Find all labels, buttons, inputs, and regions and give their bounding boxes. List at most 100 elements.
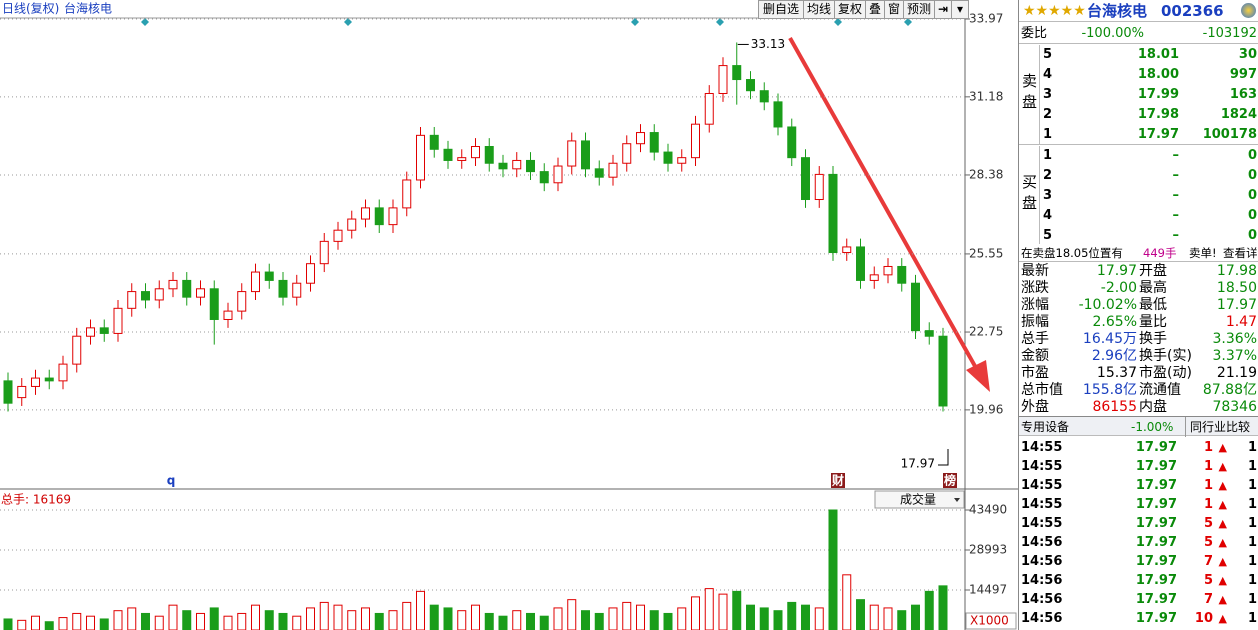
tick-time: 14:56 [1021,611,1063,626]
sector-row: 专用设备 -1.00% 同行业比较 [1019,416,1258,437]
candle-body [44,377,54,382]
stat-value: -2.00 [1100,280,1137,296]
tick-count: 1 [1247,611,1257,626]
footer-mark: q [167,474,176,488]
candle-body [182,279,192,298]
tick-row: 14:56 17.97 5 ▲ 1 [1019,533,1258,552]
toolbar-button[interactable]: 均线 [803,0,835,19]
text: 委比 [1021,26,1048,41]
tick-time: 14:56 [1021,554,1063,569]
stat-label: 开盘 [1139,263,1167,279]
text: 3 [1043,87,1053,102]
text: 5 [1043,47,1053,62]
tick-time: 14:56 [1021,535,1063,550]
volume-bar [842,574,852,630]
volume-bar [512,610,522,630]
volume-bar [319,601,329,630]
candle-body [842,246,852,254]
text: 163 [1229,87,1257,102]
text: 0 [1247,208,1257,223]
trend-arrow [788,37,982,376]
tick-price: 17.97 [1135,497,1177,512]
stat-label: 总手 [1021,331,1049,347]
toolbar-button[interactable]: 复权 [834,0,866,19]
text: 1 [1043,127,1053,142]
volume-bar [787,601,797,630]
globe-icon [1241,3,1256,18]
stat-value: 17.97 [1096,263,1137,279]
stock-title: 台海核电 [64,1,112,16]
toolbar-button[interactable]: 删自选 [758,0,804,19]
book-row: 5 18.01 30 [1039,45,1258,65]
text: 5 [1043,228,1053,243]
tick-price: 17.97 [1135,554,1177,569]
text: 1 [1043,148,1053,163]
tick-row: 14:56 17.97 7 ▲ 1 [1019,552,1258,571]
text: 18.01 [1137,47,1179,62]
quote-header: ★★★★★ 台海核电 002366 [1019,0,1258,22]
volume-total: 总手: 16169 [1,493,71,507]
stat-label: 外盘 [1021,399,1049,415]
candle-body [484,146,494,164]
candle-body [72,335,82,365]
tick-count: 1 [1247,516,1257,531]
footer-mark: 榜 [944,473,956,488]
candle-body [388,207,398,226]
stat-row: 涨跌 -2.00 最高 18.50 [1019,280,1258,297]
y-tick-label: 25.55 [969,246,1003,260]
toolbar-button[interactable]: 窗 [884,0,904,19]
stat-value: 2.65% [1092,314,1137,330]
tick-row: 14:55 17.97 1 ▲ 1 [1019,476,1258,495]
candle-body [58,363,68,382]
indicator-label: 成交量 [900,492,936,507]
side-label: 卖盘 [1020,73,1038,115]
candle-body [141,291,150,301]
toolbar-icon[interactable]: ⇥ [934,0,952,19]
candle-body [374,207,384,226]
text: 专用设备 [1021,420,1070,434]
stat-label: 量比 [1139,314,1167,330]
stat-label: 最低 [1139,297,1167,313]
stat-label: 流通值 [1139,382,1181,398]
volume-bar [553,607,563,630]
candle-body [319,240,329,265]
volume-bar [223,615,233,630]
compare-button[interactable]: 同行业比较 [1185,417,1250,437]
y-tick-label: 31.18 [969,89,1003,103]
stat-value: 86155 [1092,399,1137,415]
volume-bar [278,612,288,630]
volume-bar [498,615,508,630]
toolbar-icon[interactable]: ▾ [951,0,969,19]
toolbar-button[interactable]: 预测 [903,0,935,19]
tick-price: 17.97 [1135,611,1177,626]
candle-body [636,132,645,145]
text: 4 [1043,67,1053,82]
candle-body [416,134,425,181]
text: 卖单! [1189,246,1217,260]
indicator-select[interactable] [874,490,965,509]
volume-bar [306,607,315,630]
y-tick-label: 19.96 [969,402,1003,416]
candle-body [581,140,590,170]
volume-unit: X1000 [970,614,1009,628]
toolbar-button[interactable]: 叠 [865,0,885,19]
candle-body [526,159,535,173]
book-row: 1 – 0 [1039,146,1258,166]
candle-body [237,291,247,312]
candle-body [223,310,233,320]
volume-bar [443,607,453,630]
stat-value: 15.37 [1096,365,1137,381]
candle-body [704,92,714,125]
volume-bar [113,610,123,630]
volume-bar [828,509,838,630]
tick-time: 14:55 [1021,478,1063,493]
text: 0 [1247,188,1257,203]
candle-body [801,157,810,201]
up-arrow: ▲ [1218,593,1227,606]
candle-body [608,162,618,178]
detail-link[interactable]: 查看详细 [1223,246,1258,260]
tick-volume: 1 [1203,478,1213,493]
text: 4 [1043,208,1053,223]
volume-bar [759,607,769,630]
candle-body [113,307,123,334]
